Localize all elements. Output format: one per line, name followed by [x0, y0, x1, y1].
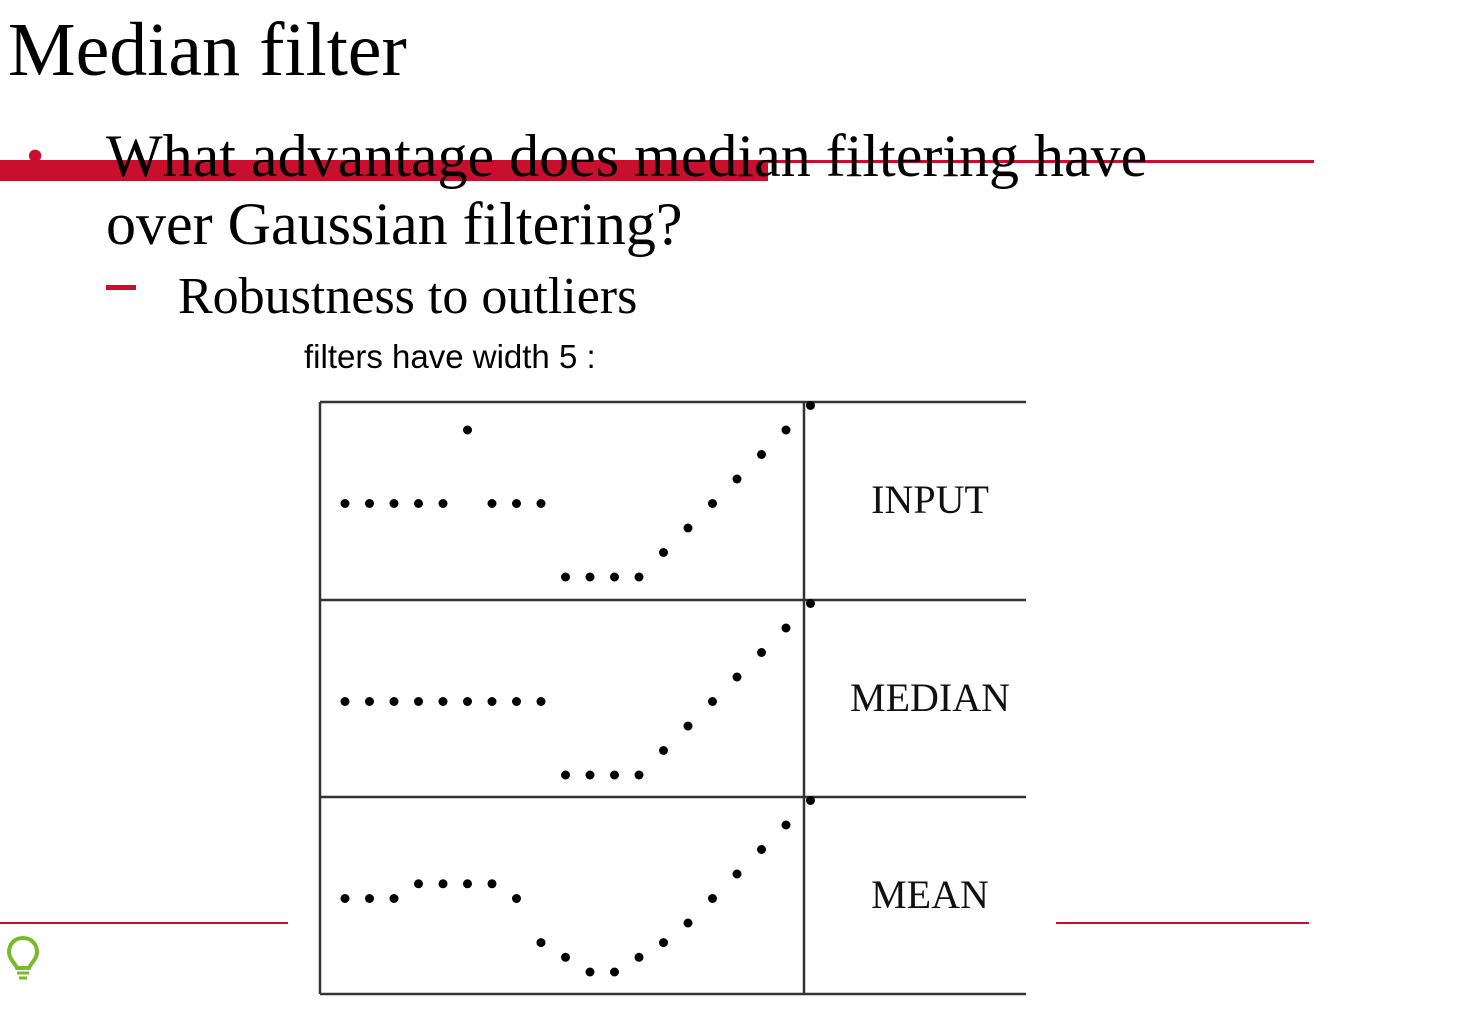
figure-background	[288, 330, 1056, 1020]
data-point	[512, 697, 521, 706]
lightbulb-icon	[6, 935, 40, 980]
data-point	[781, 425, 791, 435]
data-point	[806, 599, 815, 608]
row-label-input: INPUT	[871, 477, 989, 522]
data-point	[512, 499, 521, 508]
data-point	[536, 938, 546, 948]
data-point	[561, 952, 570, 962]
data-point	[365, 894, 374, 903]
data-point	[683, 523, 693, 533]
data-point	[757, 648, 766, 657]
data-point	[610, 967, 619, 977]
data-point	[634, 572, 644, 582]
sub-bullet-dash	[106, 285, 136, 290]
data-point	[781, 623, 791, 633]
title-rule-thick	[0, 163, 768, 181]
data-point	[561, 770, 570, 780]
data-point	[708, 499, 717, 508]
data-point	[634, 952, 644, 962]
data-point	[340, 697, 350, 706]
data-point	[659, 746, 668, 755]
data-point	[732, 672, 742, 682]
data-point	[732, 474, 742, 484]
data-point	[806, 796, 815, 805]
data-point	[414, 697, 423, 706]
data-point	[561, 572, 570, 582]
data-point	[708, 697, 717, 706]
data-point	[463, 697, 472, 706]
data-point	[781, 820, 791, 830]
data-point	[389, 499, 399, 508]
sub-bullet-answer: Robustness to outliers	[178, 268, 638, 325]
bullet-question-line-1: What advantage does median filtering hav…	[106, 123, 1148, 189]
data-point	[536, 697, 546, 706]
data-point	[708, 894, 717, 903]
data-point	[414, 499, 423, 508]
data-point	[757, 845, 766, 854]
bullet-marker: •	[26, 128, 45, 185]
filter-comparison-figure: INPUT MEDIAN MEAN	[318, 400, 1026, 996]
data-point	[512, 894, 521, 903]
slide-title: Median filter	[8, 8, 407, 92]
footer-rule-right	[1056, 922, 1309, 924]
data-point	[340, 499, 350, 508]
data-point	[659, 938, 668, 948]
data-point	[585, 967, 595, 977]
data-point	[610, 572, 619, 582]
data-point	[365, 499, 374, 508]
data-point	[683, 918, 693, 928]
footer-rule-left	[0, 922, 288, 924]
data-point	[463, 425, 472, 435]
data-point	[340, 894, 350, 903]
row-label-median: MEDIAN	[850, 675, 1010, 720]
data-point	[806, 401, 815, 410]
data-point	[414, 879, 423, 889]
data-point	[365, 697, 374, 706]
data-point	[536, 499, 546, 508]
row-label-mean: MEAN	[871, 872, 989, 917]
data-point	[585, 770, 595, 780]
data-point	[487, 697, 497, 706]
data-point	[732, 869, 742, 879]
data-point	[463, 879, 472, 889]
figure-caption: filters have width 5 :	[304, 338, 596, 375]
data-point	[438, 499, 448, 508]
title-rule-thin	[0, 160, 1314, 163]
data-point	[634, 770, 644, 780]
data-point	[757, 450, 766, 459]
data-point	[438, 879, 448, 889]
data-point	[438, 697, 448, 706]
data-point	[683, 721, 693, 731]
data-point	[610, 770, 619, 780]
data-point	[659, 548, 668, 557]
data-point	[487, 499, 497, 508]
data-point	[389, 894, 399, 903]
data-point	[585, 572, 595, 582]
bullet-question-line-2: over Gaussian filtering?	[106, 191, 683, 257]
data-point	[487, 879, 497, 889]
data-point	[389, 697, 399, 706]
